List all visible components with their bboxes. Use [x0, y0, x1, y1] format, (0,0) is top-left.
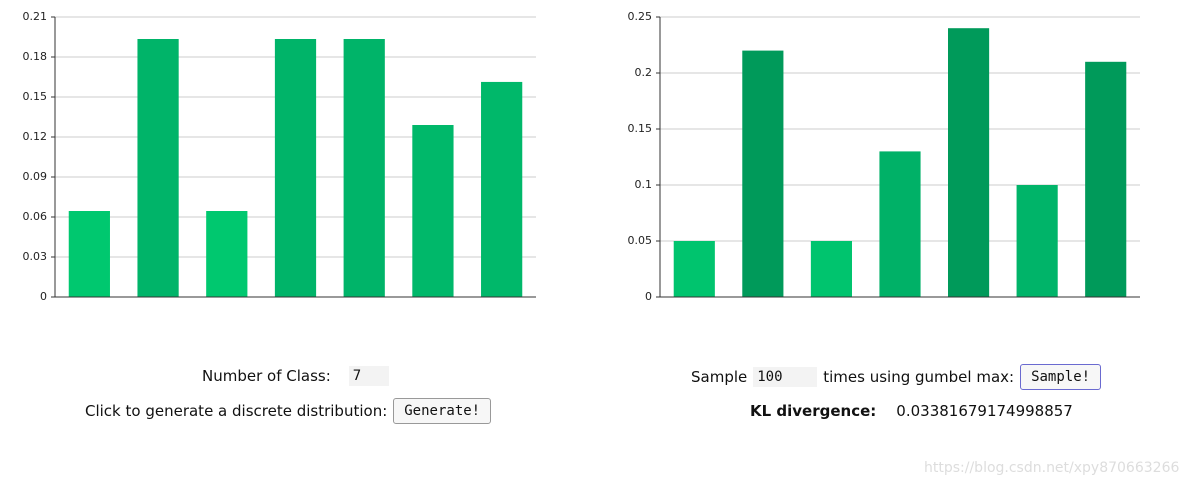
y-tick-label: 0.12: [23, 130, 48, 143]
y-tick-label: 0.1: [635, 178, 653, 191]
bar: [274, 39, 317, 297]
sample-row: Sample 100 times using gumbel max: Sampl…: [691, 364, 1102, 390]
watermark: https://blog.csdn.net/xpy870663266: [924, 460, 1180, 476]
bar: [68, 211, 110, 297]
y-tick-label: 0: [645, 290, 652, 303]
label: Number of Class:: [202, 367, 331, 385]
y-tick-label: 0.09: [23, 170, 48, 183]
bar: [948, 28, 990, 297]
generate-row: Click to generate a discrete distributio…: [85, 398, 492, 424]
y-tick-label: 0.21: [23, 10, 48, 23]
bar: [879, 151, 921, 297]
bar: [206, 211, 248, 297]
chart: 0 0.05 0.1 0.15 0.2 0.25: [628, 10, 1140, 303]
sample-input[interactable]: 100: [753, 367, 818, 387]
label: KL divergence:: [750, 402, 877, 420]
label: Sample: [691, 368, 748, 386]
y-tick-label: 0.15: [23, 90, 48, 103]
bar: [1085, 61, 1127, 297]
y-tick-label: 0.03: [23, 250, 48, 263]
y-tick-label: 0: [40, 290, 47, 303]
bar: [137, 39, 179, 297]
class-input[interactable]: 7: [348, 366, 389, 386]
bar: [343, 39, 385, 297]
y-tick-label: 0.15: [628, 122, 653, 135]
y-tick-label: 0.18: [23, 50, 48, 63]
y-tick-label: 0.06: [23, 210, 48, 223]
bar: [673, 241, 715, 297]
bar: [742, 50, 784, 297]
y-tick-label: 0.05: [628, 234, 653, 247]
sample-button[interactable]: Sample!: [1020, 364, 1102, 390]
kl-value: 0.03381679174998857: [896, 402, 1073, 420]
generate-button[interactable]: Generate!: [393, 398, 492, 424]
bar: [481, 81, 523, 297]
y-tick-label: 0.25: [628, 10, 653, 23]
bar: [1016, 185, 1058, 297]
y-tick-label: 0.2: [635, 66, 653, 79]
kl-row: KL divergence: 0.03381679174998857: [750, 402, 1073, 420]
label: Click to generate a discrete distributio…: [85, 402, 388, 420]
bar: [412, 125, 454, 297]
bar: [810, 241, 852, 297]
class-row: Number of Class: 7: [202, 366, 389, 386]
chart: 0 0.03 0.06 0.09 0.12 0.15 0.18 0.21: [23, 10, 536, 303]
label: times using gumbel max:: [823, 368, 1015, 386]
